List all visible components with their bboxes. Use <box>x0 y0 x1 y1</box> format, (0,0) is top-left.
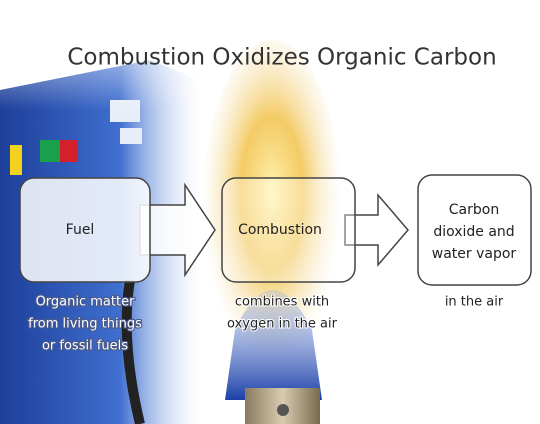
diagram: Combustion Oxidizes Organic Carbon Fuel … <box>0 0 540 424</box>
caption: combines with <box>235 295 329 310</box>
caption: oxygen in the air <box>227 317 338 332</box>
node-label: water vapor <box>432 246 517 262</box>
caption: from living things <box>28 317 142 332</box>
node-label: Fuel <box>66 222 95 238</box>
node-label: Carbon <box>449 202 499 218</box>
caption: Organic matter <box>36 295 136 310</box>
caption: in the air <box>445 295 504 310</box>
node-label: Combustion <box>238 222 322 238</box>
caption: or fossil fuels <box>42 339 128 354</box>
node-label: dioxide and <box>433 224 514 240</box>
title: Combustion Oxidizes Organic Carbon <box>67 45 496 71</box>
page: {"title": "Combustion Oxidizes Organic C… <box>0 0 540 424</box>
